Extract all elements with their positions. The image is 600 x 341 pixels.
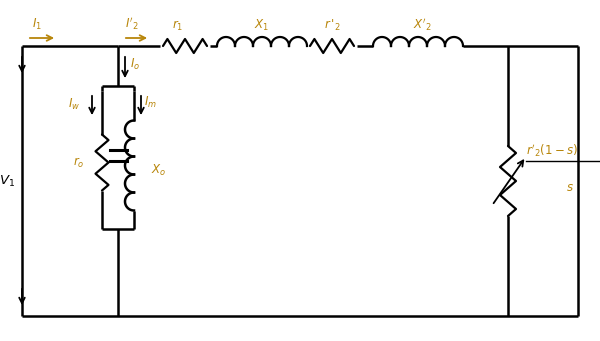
Text: $s$: $s$ xyxy=(566,181,574,194)
Text: $r_o$: $r_o$ xyxy=(73,155,85,169)
Text: $X_1$: $X_1$ xyxy=(254,18,269,33)
Text: $I_w$: $I_w$ xyxy=(68,97,80,112)
Text: $r\,'_2$: $r\,'_2$ xyxy=(324,18,340,33)
Text: $r_1$: $r_1$ xyxy=(172,19,184,33)
Text: $I_1$: $I_1$ xyxy=(32,17,42,32)
Text: $X'_2$: $X'_2$ xyxy=(413,16,431,33)
Text: $V_1$: $V_1$ xyxy=(0,174,15,189)
Text: $I_o$: $I_o$ xyxy=(130,57,140,72)
Text: $I'_2$: $I'_2$ xyxy=(125,15,139,32)
Text: $X_o$: $X_o$ xyxy=(151,163,166,178)
Text: $I_m$: $I_m$ xyxy=(144,95,157,110)
Text: $r'_2(1-s)$: $r'_2(1-s)$ xyxy=(526,143,578,159)
